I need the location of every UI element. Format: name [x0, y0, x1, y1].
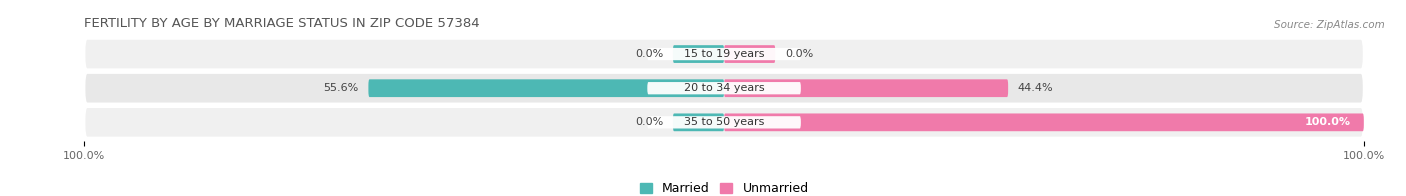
FancyBboxPatch shape [84, 73, 1364, 103]
FancyBboxPatch shape [647, 48, 801, 60]
Text: 15 to 19 years: 15 to 19 years [683, 49, 765, 59]
FancyBboxPatch shape [84, 39, 1364, 69]
FancyBboxPatch shape [368, 79, 724, 97]
Text: 0.0%: 0.0% [636, 117, 664, 127]
Text: FERTILITY BY AGE BY MARRIAGE STATUS IN ZIP CODE 57384: FERTILITY BY AGE BY MARRIAGE STATUS IN Z… [84, 17, 479, 30]
FancyBboxPatch shape [673, 113, 724, 131]
FancyBboxPatch shape [724, 79, 1008, 97]
FancyBboxPatch shape [673, 45, 724, 63]
Text: 100.0%: 100.0% [1305, 117, 1351, 127]
FancyBboxPatch shape [724, 113, 1364, 131]
Text: 35 to 50 years: 35 to 50 years [683, 117, 765, 127]
Text: 0.0%: 0.0% [636, 49, 664, 59]
Legend: Married, Unmarried: Married, Unmarried [634, 178, 814, 196]
Text: 0.0%: 0.0% [785, 49, 813, 59]
Text: 20 to 34 years: 20 to 34 years [683, 83, 765, 93]
FancyBboxPatch shape [724, 45, 775, 63]
FancyBboxPatch shape [84, 107, 1364, 138]
Text: 55.6%: 55.6% [323, 83, 359, 93]
Text: 44.4%: 44.4% [1018, 83, 1053, 93]
FancyBboxPatch shape [647, 82, 801, 94]
FancyBboxPatch shape [647, 116, 801, 129]
Text: Source: ZipAtlas.com: Source: ZipAtlas.com [1274, 20, 1385, 30]
